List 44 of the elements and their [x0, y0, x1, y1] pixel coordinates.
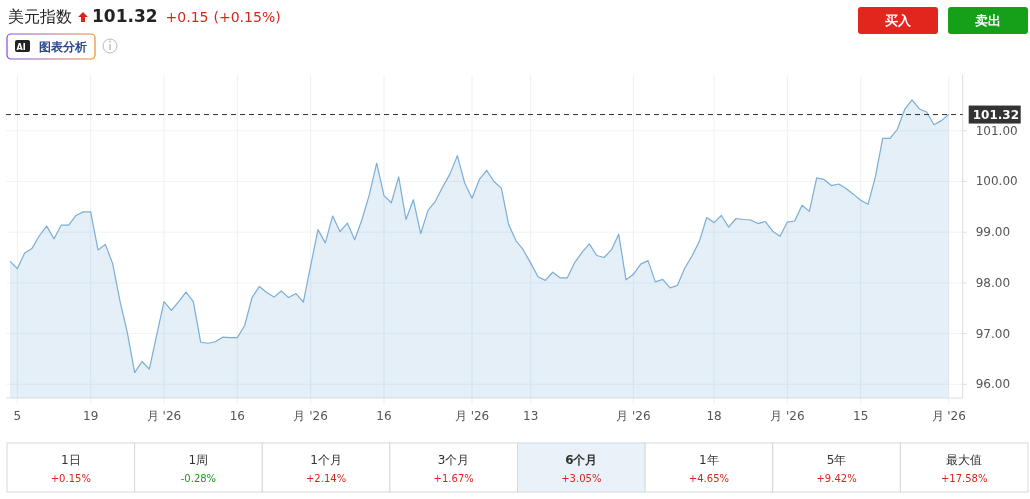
- text: +17.58%: [940, 473, 988, 484]
- x-tick-label: 5: [13, 409, 22, 423]
- text: 1周: [188, 453, 209, 467]
- chart-title: 美元指数: [8, 7, 72, 26]
- y-tick-label: 98.00: [975, 275, 1011, 290]
- text: +4.65%: [688, 473, 730, 484]
- text: 5年: [826, 453, 847, 467]
- text: 最大值: [946, 453, 983, 467]
- text: +1.67%: [433, 473, 474, 484]
- x-tick-label: 19: [83, 409, 99, 423]
- text: (+0.15%): [213, 9, 281, 25]
- ref-line-label: 101.32: [972, 108, 1020, 123]
- text: +3.05%: [561, 473, 602, 484]
- x-tick-label: 月 '26: [770, 409, 805, 423]
- x-tick-label: 月 '26: [931, 409, 966, 423]
- y-tick-label: 97.00: [975, 326, 1011, 341]
- x-tick-label: 月 '26: [454, 409, 490, 423]
- x-tick-label: 月 '26: [293, 409, 328, 423]
- text: +2.14%: [305, 473, 347, 484]
- x-tick-label: 月 '26: [146, 409, 182, 423]
- text: +9.42%: [816, 473, 857, 484]
- text: +0.15: [165, 9, 209, 25]
- text: AI: [16, 43, 26, 52]
- text: 101.32: [92, 6, 158, 26]
- text: -0.28%: [180, 473, 217, 484]
- x-tick-label: 月 '26: [616, 409, 651, 423]
- x-tick-label: 16: [376, 409, 392, 423]
- y-tick-label: 99.00: [975, 225, 1011, 240]
- text: 图表分析: [39, 40, 87, 54]
- x-tick-label: 18: [706, 409, 722, 423]
- text: 6个月: [565, 453, 598, 467]
- text: 1日: [60, 453, 81, 467]
- text: 卖出: [975, 13, 1001, 28]
- text: +0.15%: [50, 473, 91, 484]
- text: 1年: [699, 453, 719, 467]
- x-tick-label: 15: [853, 409, 869, 423]
- text: 买入: [885, 13, 912, 28]
- x-tick-label: 16: [229, 409, 245, 423]
- y-tick-label: 101.00: [975, 123, 1018, 138]
- text: 1个月: [310, 453, 342, 467]
- x-tick-label: 13: [523, 409, 539, 423]
- y-tick-label: 96.00: [975, 377, 1011, 392]
- y-tick-label: 100.00: [975, 174, 1018, 189]
- text: 3个月: [437, 453, 470, 467]
